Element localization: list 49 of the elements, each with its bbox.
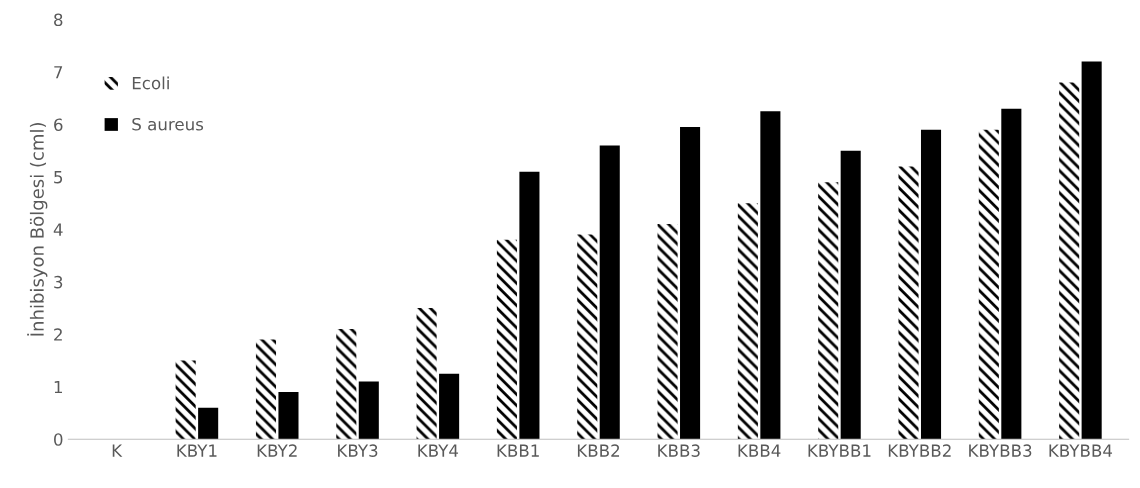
bar bbox=[920, 129, 942, 440]
x-tick-label: KBY3 bbox=[338, 444, 378, 457]
x-tick-label: KBY2 bbox=[257, 444, 297, 457]
y-tick-label: 1 bbox=[54, 380, 62, 394]
bar bbox=[599, 145, 620, 440]
bar bbox=[439, 373, 460, 440]
y-tick-label: 2 bbox=[54, 328, 62, 341]
bar bbox=[336, 329, 357, 440]
x-tick-label: KBB4 bbox=[738, 444, 781, 457]
bar bbox=[1059, 82, 1080, 440]
y-tick-label: 7 bbox=[54, 66, 63, 79]
bar bbox=[978, 129, 999, 440]
bar bbox=[1081, 61, 1102, 440]
x-tick-label: KBY1 bbox=[177, 444, 217, 457]
x-tick-label: KBY4 bbox=[418, 444, 459, 457]
bar bbox=[255, 339, 277, 440]
bar bbox=[680, 127, 701, 440]
x-tick-label: KBB1 bbox=[497, 444, 539, 457]
x-tick-label: KBB2 bbox=[577, 444, 620, 457]
y-tick-label: 4 bbox=[53, 223, 63, 236]
x-tick-label: KBYBB4 bbox=[1049, 444, 1113, 457]
bar bbox=[198, 407, 219, 440]
x-tick-label: KBYBB3 bbox=[969, 444, 1032, 457]
bar bbox=[358, 381, 379, 440]
x-tick-label: KBB3 bbox=[658, 444, 700, 457]
bar bbox=[1001, 108, 1022, 440]
x-tick-label: KBYBB2 bbox=[888, 444, 951, 457]
bar bbox=[416, 308, 437, 440]
bar bbox=[175, 360, 196, 440]
y-tick-label: 0 bbox=[54, 433, 63, 446]
x-tick-label: KBYBB1 bbox=[808, 444, 871, 457]
bar bbox=[577, 234, 598, 440]
y-tick-label: 8 bbox=[54, 13, 63, 27]
bar bbox=[760, 111, 781, 440]
y-tick-label: 6 bbox=[54, 118, 63, 132]
y-axis-title: İnhibisyon Bölgesi (cml) bbox=[27, 123, 48, 336]
legend-label: Ecoli bbox=[132, 76, 169, 90]
bar bbox=[496, 239, 517, 440]
bar bbox=[657, 224, 678, 440]
bar bbox=[818, 182, 839, 440]
x-tick-label: K bbox=[112, 444, 123, 457]
legend-label: S aureus bbox=[132, 117, 204, 131]
y-tick-label: 3 bbox=[54, 275, 63, 289]
bar bbox=[840, 150, 861, 440]
bar bbox=[898, 166, 919, 440]
bar bbox=[278, 391, 299, 440]
bar bbox=[737, 203, 758, 440]
bar bbox=[519, 171, 540, 440]
y-tick-label: 5 bbox=[54, 171, 63, 184]
